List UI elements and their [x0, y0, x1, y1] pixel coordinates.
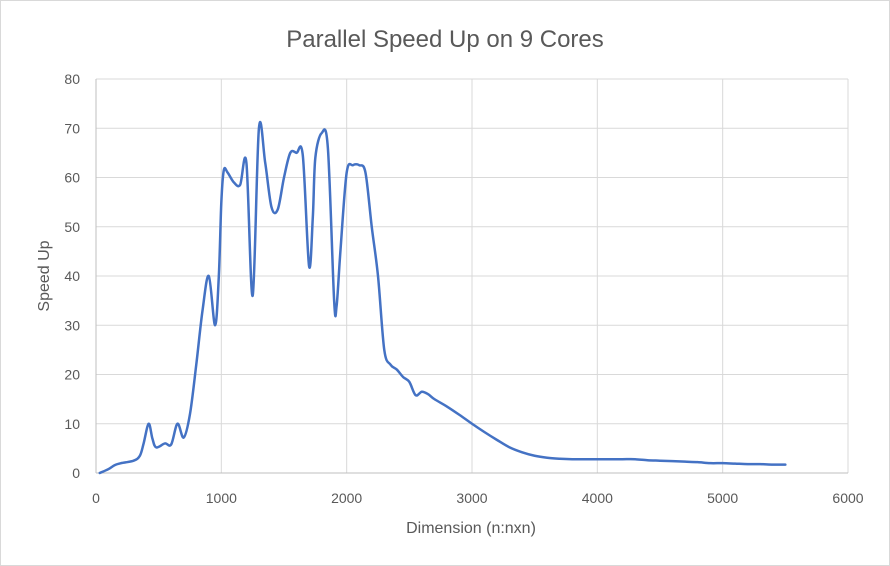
speedup-series-line	[98, 120, 787, 475]
x-tick-label: 0	[92, 490, 100, 506]
y-tick-label: 0	[72, 465, 80, 481]
x-tick-label: 2000	[331, 490, 362, 506]
x-tick-label: 5000	[707, 490, 738, 506]
y-tick-label: 30	[64, 317, 80, 333]
axes	[95, 79, 848, 474]
gridlines	[96, 78, 849, 473]
series-layer	[98, 120, 787, 475]
y-tick-label: 20	[64, 367, 80, 383]
y-tick-label: 40	[64, 268, 80, 284]
y-tick-label: 60	[64, 170, 80, 186]
y-tick-label: 70	[64, 120, 80, 136]
x-axis-title: Dimension (n:nxn)	[406, 520, 536, 537]
y-tick-label: 10	[64, 416, 80, 432]
chart-title: Parallel Speed Up on 9 Cores	[286, 26, 604, 53]
y-axis-title: Speed Up	[36, 240, 53, 311]
x-tick-label: 4000	[582, 490, 613, 506]
tick-labels: 0 10 20 30 40 50 60 70 80 0 1000 2000 3000 4000 5000 60…	[64, 71, 863, 506]
x-tick-label: 6000	[832, 490, 863, 506]
x-tick-label: 3000	[456, 490, 487, 506]
y-tick-label: 80	[64, 71, 80, 87]
y-tick-label: 50	[64, 219, 80, 235]
x-tick-label: 1000	[206, 490, 237, 506]
